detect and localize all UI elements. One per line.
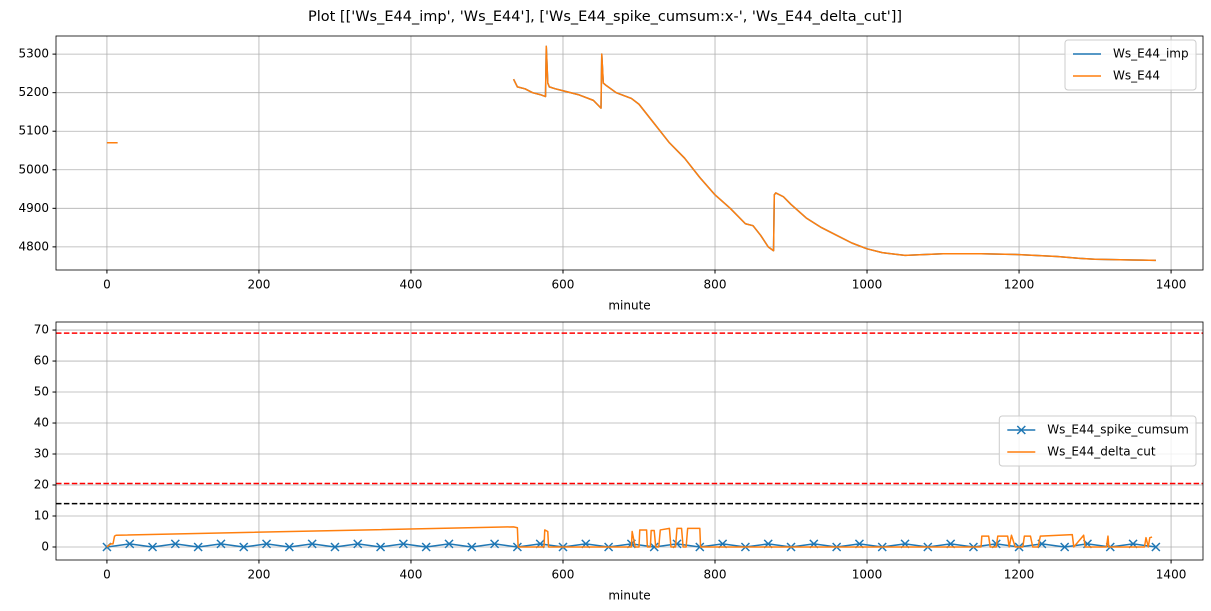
marker [467, 542, 477, 552]
x-tick-label: 0 [103, 278, 111, 292]
legend-frame [998, 415, 1197, 467]
axes-frame [55, 35, 1204, 271]
legend-frame [1064, 39, 1197, 91]
series-line [106, 526, 1153, 548]
marker [284, 542, 294, 552]
marker [649, 542, 659, 552]
y-tick-label: 5200 [18, 85, 49, 99]
marker [239, 542, 249, 552]
axes-frame [55, 321, 1204, 561]
y-tick-label: 50 [34, 385, 49, 399]
legend-label: Ws_E44_spike_cumsum [1047, 423, 1189, 437]
x-tick-label: 1400 [1156, 568, 1187, 582]
x-tick-label: 1400 [1156, 278, 1187, 292]
marker [398, 539, 408, 549]
y-tick-label: 40 [34, 416, 49, 430]
marker [421, 542, 431, 552]
x-tick-label: 600 [552, 568, 575, 582]
y-tick-label: 5300 [18, 47, 49, 61]
x-tick-label: 1000 [852, 278, 883, 292]
axes: 0 200 400 600 800 1000 1200 1400 4800 4900 5000 510… [18, 35, 1204, 313]
marker [1060, 542, 1070, 552]
marker [193, 542, 203, 552]
figure-title: Plot [['Ws_E44_imp', 'Ws_E44'], ['Ws_E44… [308, 9, 902, 25]
marker [148, 542, 158, 552]
x-tick-label: 200 [247, 568, 270, 582]
x-tick-label: 0 [103, 568, 111, 582]
marker [262, 539, 272, 549]
marker [1151, 542, 1161, 552]
x-tick-label: 1000 [852, 568, 883, 582]
legend: Ws_E44_spike_cumsum Ws_E44_delta_cut [998, 415, 1197, 467]
legend-label: Ws_E44_delta_cut [1047, 445, 1156, 459]
marker [353, 539, 363, 549]
x-tick-label: 800 [704, 278, 727, 292]
marker [125, 539, 135, 549]
plot-area [56, 332, 1203, 552]
marker [216, 539, 226, 549]
marker [1016, 425, 1026, 435]
series-line [106, 45, 1156, 262]
marker [512, 542, 522, 552]
x-tick-label: 400 [400, 278, 423, 292]
marker [376, 542, 386, 552]
y-tick-label: 5000 [18, 162, 49, 176]
y-tick-label: 60 [34, 354, 49, 368]
marker [330, 542, 340, 552]
marker [490, 539, 500, 549]
marker [170, 539, 180, 549]
legend-label: Ws_E44 [1113, 69, 1160, 83]
x-tick-label: 1200 [1004, 568, 1035, 582]
x-tick-label: 1200 [1004, 278, 1035, 292]
plot-area [106, 45, 1156, 262]
y-tick-label: 4800 [18, 239, 49, 253]
y-tick-label: 5100 [18, 124, 49, 138]
y-tick-label: 30 [34, 447, 49, 461]
legend: Ws_E44_imp Ws_E44 [1064, 39, 1197, 91]
marker [695, 542, 705, 552]
axes: 0 200 400 600 800 1000 1200 1400 0 10 20 30 40 50 60 70… [34, 321, 1204, 603]
marker [444, 539, 454, 549]
y-tick-label: 10 [34, 508, 49, 522]
x-tick-label: 600 [552, 278, 575, 292]
y-tick-label: 70 [34, 323, 49, 337]
x-tick-label: 200 [247, 278, 270, 292]
x-axis-label: minute [608, 299, 650, 313]
legend-label: Ws_E44_imp [1113, 47, 1189, 61]
x-axis-label: minute [608, 589, 650, 603]
y-tick-label: 4900 [18, 201, 49, 215]
marker [307, 539, 317, 549]
x-tick-label: 800 [704, 568, 727, 582]
y-tick-label: 20 [34, 478, 49, 492]
x-tick-label: 400 [400, 568, 423, 582]
y-tick-label: 0 [41, 539, 49, 553]
